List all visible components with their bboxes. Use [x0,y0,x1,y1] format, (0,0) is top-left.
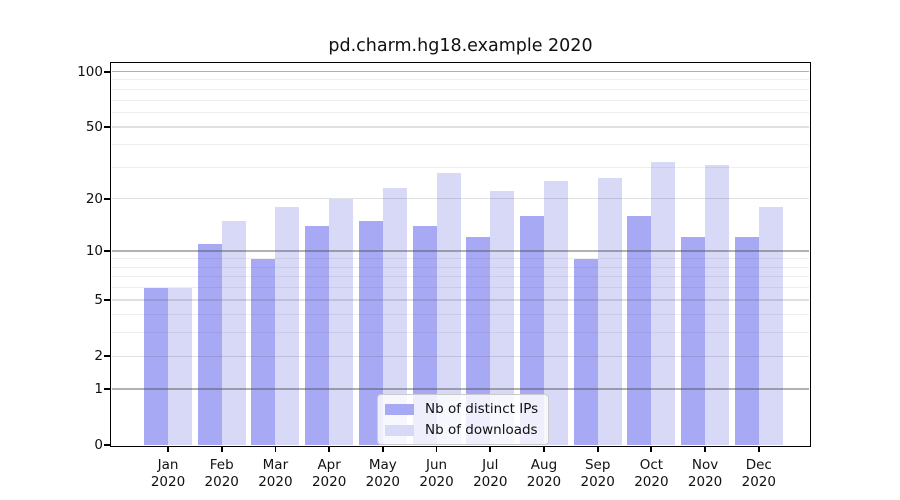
x-tick-label-oct: Oct 2020 [634,457,669,490]
y-tick-label-50: 50 [85,118,103,135]
gridline-9 [112,258,809,260]
legend-item-distinct-ips: Nb of distinct IPs [385,401,538,417]
bar-nb-of-downloads-oct [651,162,676,445]
gridline-1 [112,388,809,390]
gridline-2 [112,355,809,357]
x-tick-label-feb: Feb 2020 [204,457,239,490]
x-tick-nov [704,446,706,453]
x-tick-aug [543,446,545,453]
bar-nb-of-distinct-ips-jan [144,287,168,445]
gridline-100 [112,71,809,73]
legend-item-downloads: Nb of downloads [385,422,538,438]
gridline-50 [112,126,809,128]
y-tick-2 [104,355,111,358]
x-tick-oct [650,446,653,453]
x-tick-label-jan: Jan 2020 [150,457,186,490]
gridline-80 [112,88,809,90]
bar-nb-of-downloads-apr [329,198,354,445]
y-tick-label-100: 100 [77,63,103,80]
gridline-6 [112,286,809,288]
bar-nb-of-downloads-nov [705,164,730,445]
bar-nb-of-distinct-ips-nov [681,237,706,445]
gridline-10 [112,250,809,252]
gridline-5 [112,299,809,301]
gridline-4 [112,314,809,316]
gridline-60 [112,111,809,113]
plot-area: Nb of distinct IPs Nb of downloads [112,64,809,445]
y-tick-10 [104,250,111,252]
y-tick-label-10: 10 [85,243,103,259]
gridline-20 [112,198,809,200]
bar-nb-of-downloads-jan [168,287,192,445]
x-tick-label-nov: Nov 2020 [687,457,723,490]
bar-nb-of-downloads-dec [758,206,783,445]
legend-swatch-distinct-ips [385,403,414,415]
gridline-7 [112,276,809,278]
x-tick-label-aug: Aug 2020 [526,457,562,490]
y-tick-50 [104,126,111,128]
legend: Nb of distinct IPs Nb of downloads [377,394,550,445]
gridline-30 [112,166,809,168]
bar-nb-of-distinct-ips-sep [573,258,598,445]
y-tick-1 [104,388,111,390]
y-tick-20 [104,197,111,200]
legend-label-distinct-ips: Nb of distinct IPs [425,401,539,417]
gridline-70 [112,99,809,101]
x-tick-jan [167,446,169,453]
bar-nb-of-distinct-ips-mar [251,258,276,445]
x-tick-jul [489,446,492,453]
y-tick-label-5: 5 [94,292,103,309]
x-tick-mar [274,446,277,453]
x-tick-jun [435,446,438,453]
bar-nb-of-downloads-feb [221,220,246,445]
x-tick-label-dec: Dec 2020 [741,457,776,490]
x-tick-sep [596,446,599,453]
y-tick-label-0: 0 [94,437,103,453]
x-tick-label-sep: Sep 2020 [580,457,615,490]
legend-swatch-downloads [385,424,414,436]
bar-nb-of-downloads-sep [597,178,622,445]
chart-title: pd.charm.hg18.example 2020 [328,36,593,56]
x-tick-may [381,446,384,453]
gridline-8 [112,266,809,268]
y-tick-label-2: 2 [94,348,103,365]
x-tick-apr [328,446,331,453]
bar-nb-of-distinct-ips-oct [627,215,652,445]
y-tick-0 [104,444,111,446]
gridline-90 [112,79,809,81]
y-tick-100 [104,70,111,73]
x-tick-dec [757,446,760,453]
y-tick-5 [104,299,111,301]
x-tick-feb [220,446,223,453]
x-tick-label-may: May 2020 [365,457,400,490]
x-tick-label-jul: Jul 2020 [473,457,508,490]
bar-nb-of-downloads-mar [275,206,300,445]
y-tick-label-20: 20 [85,190,103,207]
x-tick-label-apr: Apr 2020 [311,457,347,490]
bar-nb-of-distinct-ips-feb [197,243,222,445]
y-tick-label-1: 1 [94,380,103,397]
bar-nb-of-distinct-ips-dec [734,237,759,445]
gridline-40 [112,143,809,145]
x-tick-label-mar: Mar 2020 [258,457,293,490]
bar-nb-of-distinct-ips-apr [305,225,330,445]
gridline-3 [112,332,809,334]
x-tick-label-jun: Jun 2020 [419,457,454,490]
legend-label-downloads: Nb of downloads [425,422,538,438]
